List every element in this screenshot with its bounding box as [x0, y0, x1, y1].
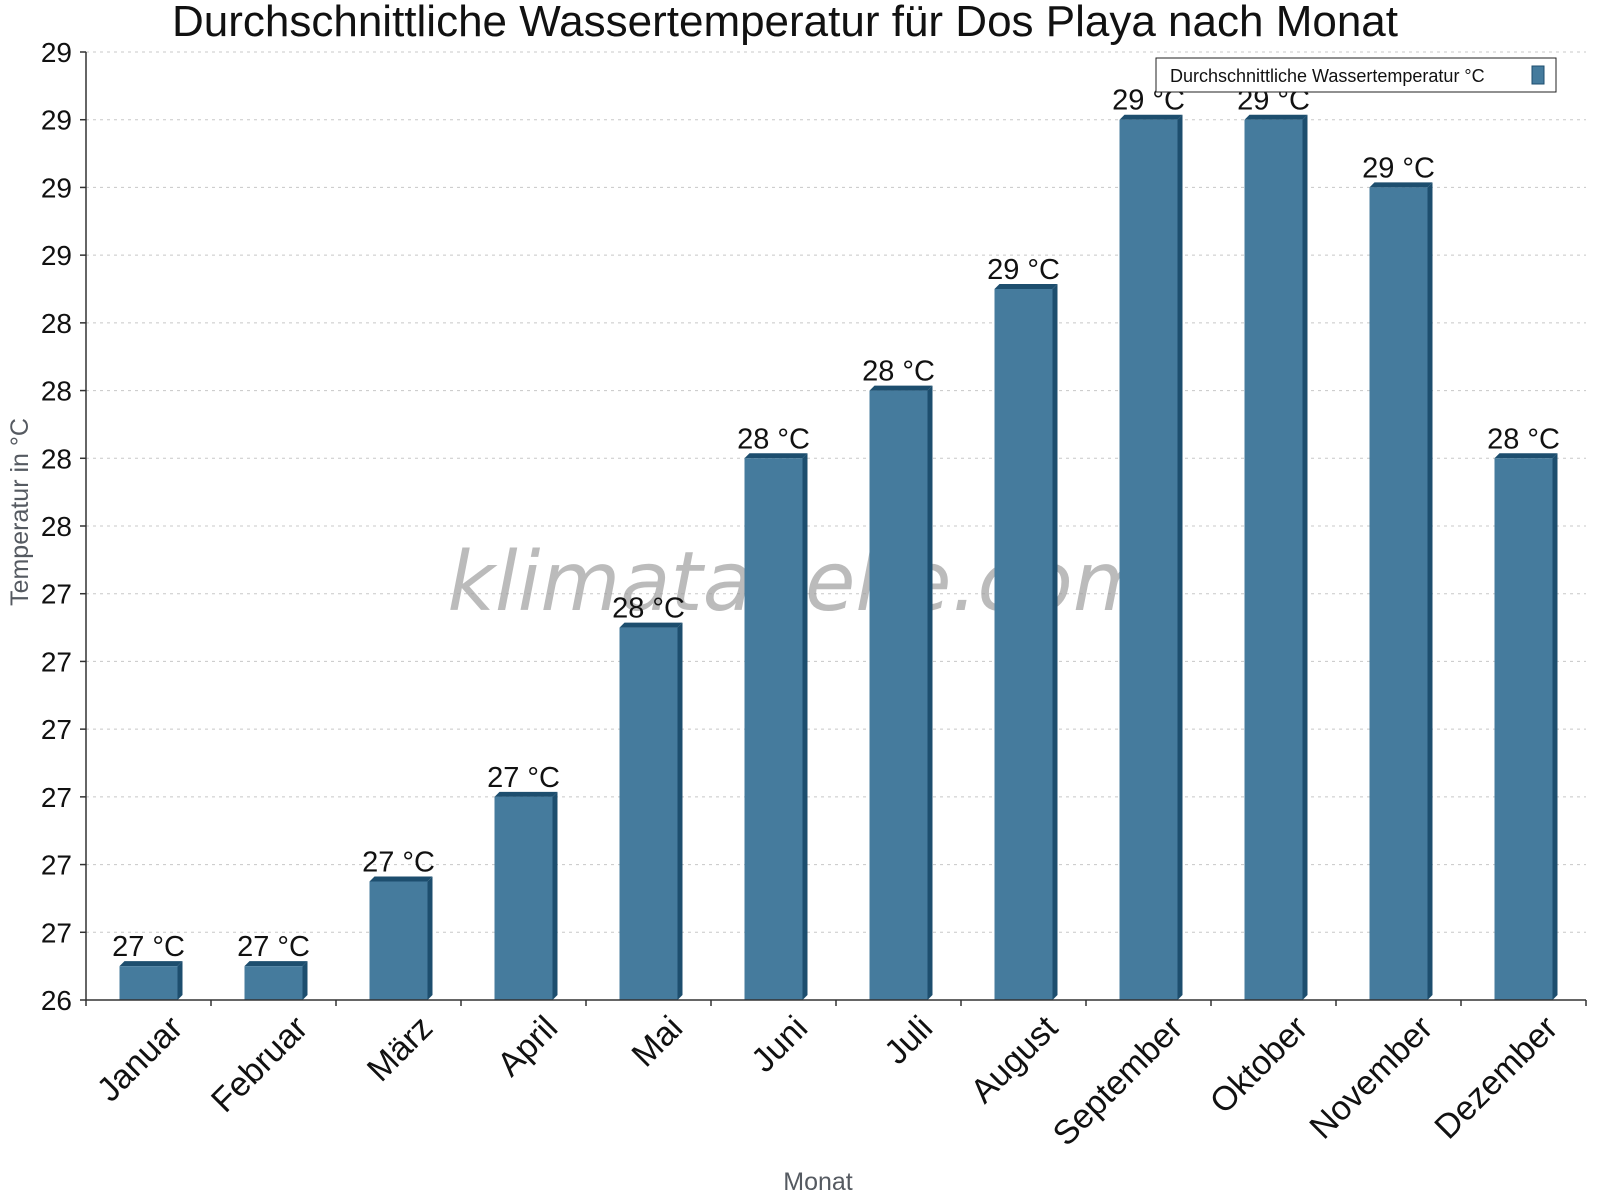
bar-side [1177, 114, 1183, 1000]
x-tick-label: Juni [744, 1009, 815, 1080]
bar [244, 966, 303, 1000]
bar [119, 966, 178, 1000]
bar [494, 796, 553, 1000]
bar-side [177, 961, 183, 1000]
bar [369, 881, 428, 1000]
data-label: 27 °C [237, 931, 310, 963]
bar-side [927, 385, 933, 1001]
bar-side [1052, 284, 1058, 1000]
bar-top [619, 622, 683, 628]
chart-title: Durchschnittliche Wassertemperatur für D… [172, 0, 1398, 46]
data-label: 28 °C [612, 593, 685, 625]
data-label: 29 °C [987, 254, 1060, 286]
bar-top [244, 961, 308, 967]
legend: Durchschnittliche Wassertemperatur °C [1155, 57, 1557, 93]
y-tick-label: 28 [41, 376, 72, 407]
bar [994, 289, 1053, 1000]
bars: 27 °C 27 °C 27 °C 27 °C 28 °C 28 °C 28 °C 29 °C… [112, 85, 1560, 1001]
x-tick-label: Juli [877, 1009, 940, 1072]
bar-side [302, 961, 308, 1000]
y-tick-label: 28 [41, 443, 72, 474]
bar-side [677, 622, 683, 1000]
y-tick-label: 27 [41, 579, 72, 610]
legend-swatch [1531, 65, 1545, 85]
bar-top [744, 453, 808, 459]
y-axis-title: Temperatur in °C [6, 418, 34, 606]
bar-side [1302, 114, 1308, 1000]
data-label: 27 °C [487, 762, 560, 794]
y-tick-label: 27 [41, 714, 72, 745]
y-tick-label: 27 [41, 917, 72, 948]
x-tick-label: Mai [625, 1009, 691, 1075]
x-axis-title: Monat [783, 1168, 853, 1196]
y-tick-label: 29 [41, 172, 72, 203]
bar [1494, 458, 1553, 1000]
bar-side [552, 791, 558, 1000]
bar-top [1119, 114, 1183, 120]
y-tick-label: 29 [41, 240, 72, 271]
gridlines [86, 51, 1586, 933]
y-tick-label: 27 [41, 850, 72, 881]
bar [869, 390, 928, 1001]
bar [744, 458, 803, 1000]
data-label: 28 °C [737, 423, 810, 455]
x-tick-label: Oktober [1203, 1009, 1315, 1121]
bar-side [1552, 453, 1558, 1000]
bar-side [1427, 182, 1433, 1000]
bar-top [1494, 453, 1558, 459]
bar-top [369, 876, 433, 882]
x-tick-label: November [1302, 1009, 1440, 1147]
x-tick-label: September [1046, 1009, 1190, 1153]
x-tick-label: Februar [204, 1009, 315, 1120]
y-tick-label: 29 [41, 37, 72, 68]
x-tick-label: April [490, 1009, 565, 1084]
x-tick-label: August [963, 1008, 1065, 1110]
data-label: 28 °C [1487, 423, 1560, 455]
bar-top [1369, 182, 1433, 188]
y-tick-label: 28 [41, 511, 72, 542]
x-tick-label: Dezember [1427, 1009, 1565, 1147]
x-tick-label: Januar [90, 1009, 190, 1109]
x-tick-label: März [360, 1009, 440, 1089]
data-label: 27 °C [362, 847, 435, 879]
data-label: 28 °C [862, 356, 935, 388]
bar-top [494, 791, 558, 797]
y-tick-label: 27 [41, 646, 72, 677]
y-tick-label: 27 [41, 782, 72, 813]
bar [619, 627, 678, 1000]
data-label: 29 °C [1362, 152, 1435, 184]
bar-side [427, 876, 433, 1000]
y-tick-label: 29 [41, 105, 72, 136]
y-tick-label: 26 [41, 985, 72, 1016]
bar-top [119, 961, 183, 967]
bar-side [802, 453, 808, 1000]
legend-label: Durchschnittliche Wassertemperatur °C [1170, 66, 1485, 86]
bar [1369, 187, 1428, 1000]
data-label: 27 °C [112, 931, 185, 963]
legend-box [1155, 57, 1557, 93]
bar [1244, 119, 1303, 1000]
bar-top [994, 284, 1058, 289]
bar [1119, 119, 1178, 1000]
y-tick-label: 28 [41, 308, 72, 339]
bar-top [869, 385, 933, 391]
bar-top [1244, 114, 1308, 120]
